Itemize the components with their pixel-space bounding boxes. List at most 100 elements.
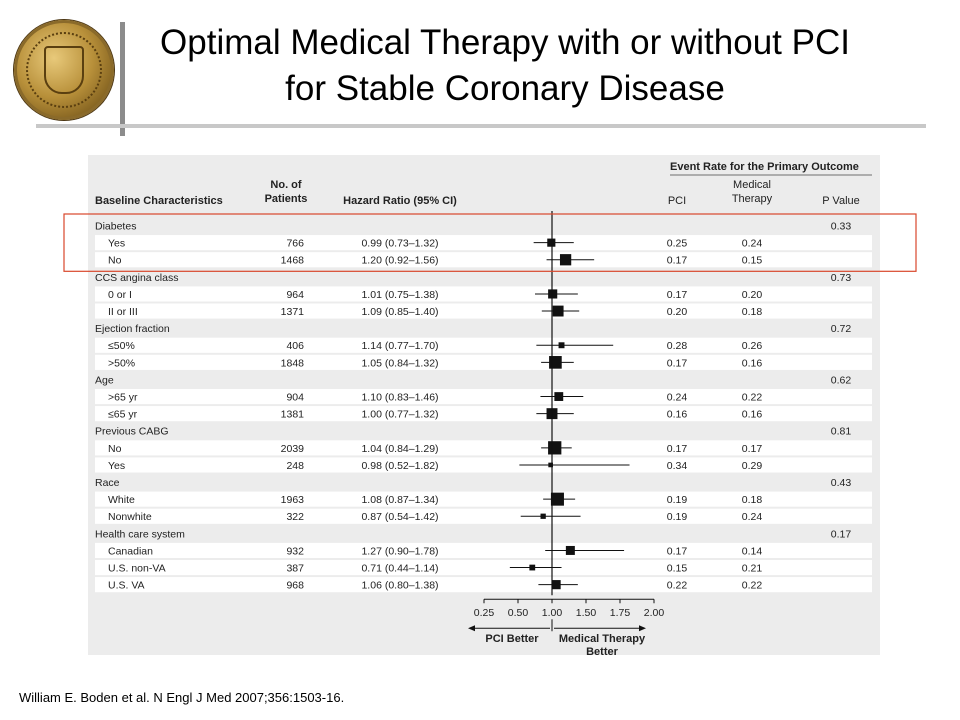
row-pci-4-0: 0.17 [667, 443, 688, 455]
estimate-marker-2-0 [558, 342, 565, 349]
row-hr-1-1: 1.09 (0.85–1.40) [361, 306, 438, 318]
forest-plot: Baseline Characteristics No. of Patients… [95, 161, 872, 658]
header-patients-2: Patients [265, 193, 308, 205]
row-hr-6-2: 1.06 (0.80–1.38) [361, 580, 438, 592]
seal-shield-icon [44, 46, 84, 94]
group-pvalue-5: 0.43 [831, 477, 852, 489]
group-label-3: Age [95, 374, 114, 386]
title-horizontal-rule [36, 124, 926, 128]
group-label-1: CCS angina class [95, 272, 178, 284]
favors-pci-label: PCI Better [485, 633, 539, 645]
estimate-marker-3-0 [554, 392, 564, 401]
row-hr-4-0: 1.04 (0.84–1.29) [361, 443, 438, 455]
row-med-6-1: 0.21 [742, 563, 763, 575]
row-n-6-2: 968 [286, 580, 304, 592]
row-label-6-0: Canadian [108, 545, 153, 557]
estimate-marker-1-1 [552, 305, 564, 317]
row-med-2-0: 0.26 [742, 340, 763, 352]
row-hr-3-1: 1.00 (0.77–1.32) [361, 409, 438, 421]
row-pci-2-1: 0.17 [667, 357, 688, 369]
row-pci-3-1: 0.16 [667, 409, 688, 421]
row-label-5-1: Nonwhite [108, 511, 152, 523]
row-label-6-2: U.S. VA [108, 580, 145, 592]
row-label-0-1: No [108, 255, 122, 267]
estimate-marker-6-0 [565, 545, 575, 555]
row-pci-6-1: 0.15 [667, 563, 688, 575]
row-n-3-0: 904 [286, 392, 304, 404]
header-patients-1: No. of [270, 179, 301, 191]
row-med-6-2: 0.22 [742, 580, 763, 592]
estimate-marker-0-0 [547, 238, 556, 247]
row-band-1-0 [95, 286, 872, 302]
row-med-5-0: 0.18 [742, 494, 763, 506]
header-event-rate: Event Rate for the Primary Outcome [670, 161, 859, 173]
citation: William E. Boden et al. N Engl J Med 200… [19, 690, 345, 705]
row-hr-4-1: 0.98 (0.52–1.82) [361, 460, 438, 472]
row-med-1-0: 0.20 [742, 289, 763, 301]
seal-ring [26, 32, 102, 108]
row-label-2-0: ≤50% [108, 340, 135, 352]
group-pvalue-2: 0.72 [831, 323, 852, 335]
row-label-2-1: >50% [108, 357, 135, 369]
row-n-1-0: 964 [286, 289, 304, 301]
row-hr-2-0: 1.14 (0.77–1.70) [361, 340, 438, 352]
table-rows: Diabetes 0.33 Yes 766 0.99 (0.73–1.32) 0.25 0.… [95, 221, 872, 593]
axis-tick-label-2: 1.00 [542, 607, 563, 619]
group-pvalue-6: 0.17 [831, 528, 852, 540]
row-pci-5-1: 0.19 [667, 511, 688, 523]
row-band-4-0 [95, 440, 872, 456]
group-label-6: Health care system [95, 528, 185, 540]
header-pci: PCI [668, 195, 686, 207]
row-n-5-1: 322 [286, 511, 304, 523]
row-band-3-1 [95, 406, 872, 422]
row-n-0-1: 1468 [281, 255, 305, 267]
row-hr-0-0: 0.99 (0.73–1.32) [361, 238, 438, 250]
axis-tick-label-4: 1.75 [610, 607, 631, 619]
row-band-2-1 [95, 354, 872, 370]
row-med-2-1: 0.16 [742, 357, 763, 369]
slide-title-line2: for Stable Coronary Disease [285, 69, 725, 108]
row-label-6-1: U.S. non-VA [108, 563, 166, 575]
group-pvalue-3: 0.62 [831, 374, 852, 386]
row-label-0-0: Yes [108, 238, 125, 250]
row-n-3-1: 1381 [281, 409, 305, 421]
row-pci-4-1: 0.34 [667, 460, 688, 472]
row-n-4-1: 248 [286, 460, 304, 472]
header-pvalue: P Value [822, 195, 860, 207]
row-med-0-0: 0.24 [742, 238, 763, 250]
row-pci-6-2: 0.22 [667, 580, 688, 592]
header-medical-1: Medical [733, 179, 771, 191]
slide-title: Optimal Medical Therapy with or without … [130, 20, 880, 112]
row-pci-5-0: 0.19 [667, 494, 688, 506]
row-pci-3-0: 0.24 [667, 392, 688, 404]
row-med-6-0: 0.14 [742, 545, 763, 557]
table-header: Baseline Characteristics No. of Patients… [95, 161, 872, 215]
row-label-3-1: ≤65 yr [108, 409, 138, 421]
row-band-6-1 [95, 560, 872, 576]
estimate-marker-5-0 [550, 492, 564, 506]
header-hazard: Hazard Ratio (95% CI) [343, 195, 457, 207]
row-pci-2-0: 0.28 [667, 340, 688, 352]
row-n-5-0: 1963 [281, 494, 305, 506]
row-n-0-0: 766 [286, 238, 304, 250]
row-n-2-1: 1848 [281, 357, 305, 369]
row-band-3-0 [95, 389, 872, 405]
row-n-6-0: 932 [286, 545, 304, 557]
group-label-4: Previous CABG [95, 426, 169, 438]
title-vertical-rule [120, 22, 125, 136]
row-n-2-0: 406 [286, 340, 304, 352]
row-label-5-0: White [108, 494, 135, 506]
group-label-5: Race [95, 477, 120, 489]
row-band-6-0 [95, 542, 872, 558]
row-band-6-2 [95, 577, 872, 593]
row-hr-0-1: 1.20 (0.92–1.56) [361, 255, 438, 267]
favors-right-arrowhead [639, 625, 646, 632]
group-pvalue-0: 0.33 [831, 221, 852, 233]
estimate-marker-6-2 [551, 580, 561, 590]
axis-tick-label-5: 2.00 [644, 607, 665, 619]
group-label-0: Diabetes [95, 221, 136, 233]
row-n-1-1: 1371 [281, 306, 305, 318]
axis-tick-label-1: 0.50 [508, 607, 529, 619]
estimate-marker-1-0 [548, 289, 558, 299]
row-med-4-0: 0.17 [742, 443, 763, 455]
